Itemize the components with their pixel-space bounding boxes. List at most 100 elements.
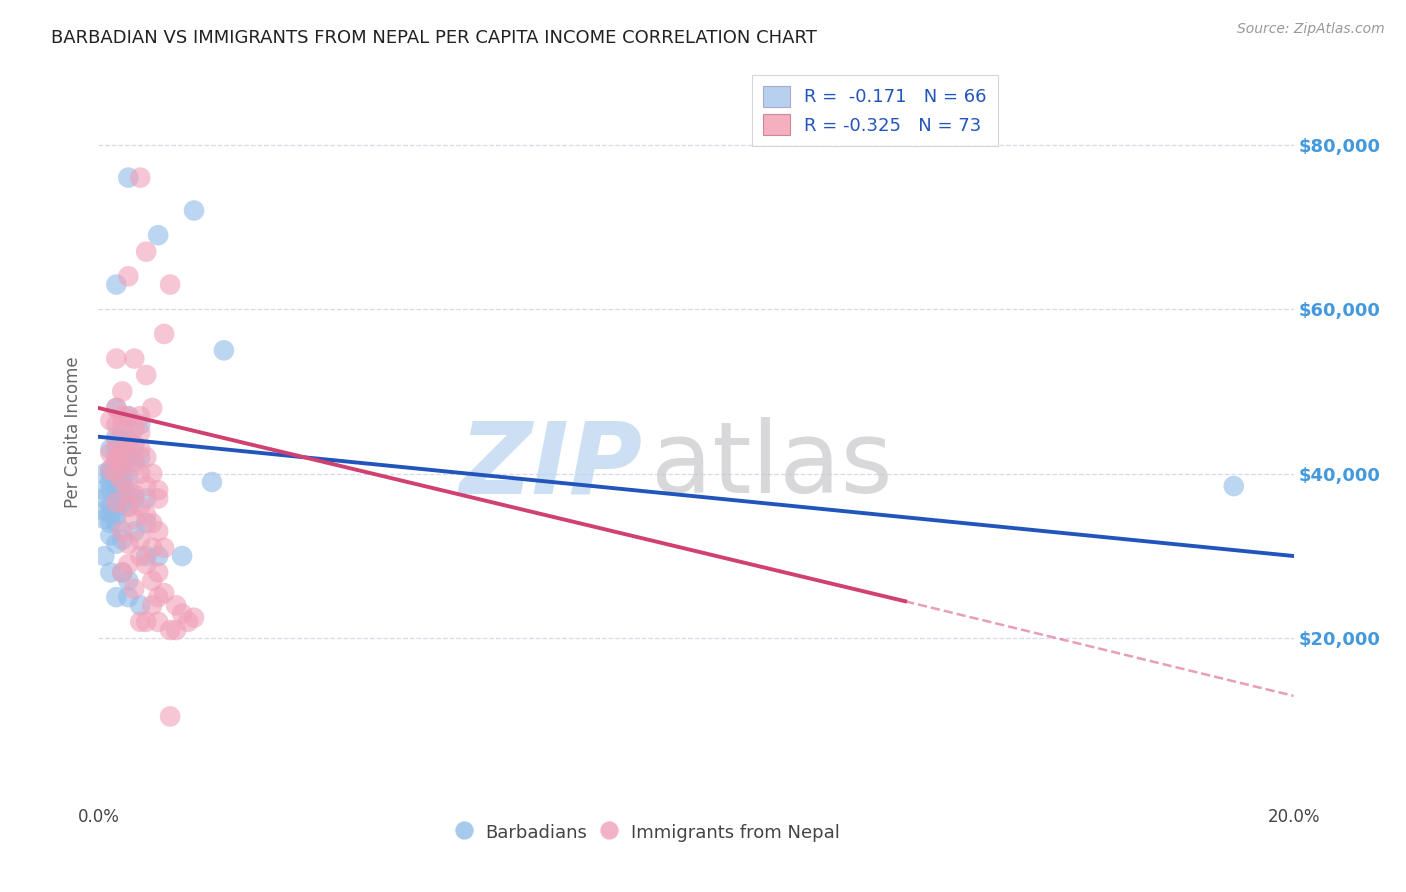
Point (135, 516, 157, 530)
Point (98, 508, 122, 522)
Point (111, 442, 134, 456)
Point (172, 549, 194, 563)
Point (129, 500, 152, 514)
Point (98, 467, 122, 481)
Point (141, 574, 163, 588)
Point (111, 409, 134, 424)
Point (129, 409, 152, 424)
Point (117, 269, 139, 284)
Point (148, 228, 170, 243)
Point (93, 483, 115, 498)
Point (148, 491, 170, 506)
Point (148, 615, 170, 629)
Point (105, 401, 128, 415)
Point (124, 454, 146, 468)
Point (105, 475, 128, 489)
Point (98, 446, 122, 460)
Point (117, 487, 139, 501)
Point (124, 524, 146, 539)
Point (141, 541, 163, 555)
Point (129, 615, 152, 629)
Point (124, 512, 146, 526)
Legend: Barbadians, Immigrants from Nepal: Barbadians, Immigrants from Nepal (450, 815, 846, 849)
Point (111, 425, 134, 440)
Point (129, 417, 152, 432)
Point (129, 442, 152, 456)
Point (117, 434, 139, 448)
Point (135, 244, 157, 259)
Point (93, 549, 115, 563)
Point (105, 351, 128, 366)
Point (153, 541, 176, 555)
Point (117, 536, 139, 550)
Point (135, 549, 157, 563)
Point (183, 203, 205, 218)
Point (105, 467, 128, 481)
Point (159, 623, 181, 637)
Point (129, 599, 152, 613)
Point (148, 549, 170, 563)
Point (105, 495, 128, 509)
Point (117, 450, 139, 465)
Point (105, 434, 128, 448)
Point (111, 471, 134, 485)
Point (98, 566, 122, 580)
Point (105, 500, 128, 514)
Point (124, 351, 146, 366)
Point (129, 170, 152, 185)
Point (141, 401, 163, 415)
Point (212, 343, 235, 358)
Text: BARBADIAN VS IMMIGRANTS FROM NEPAL PER CAPITA INCOME CORRELATION CHART: BARBADIAN VS IMMIGRANTS FROM NEPAL PER C… (51, 29, 817, 47)
Point (148, 590, 170, 604)
Point (172, 607, 194, 621)
Point (111, 479, 134, 493)
Point (117, 500, 139, 514)
Point (111, 384, 134, 399)
Point (117, 574, 139, 588)
Point (165, 623, 187, 637)
Point (105, 417, 128, 432)
Text: atlas: atlas (651, 417, 893, 515)
Point (148, 566, 170, 580)
Point (105, 491, 128, 506)
Point (117, 558, 139, 572)
Point (129, 549, 152, 563)
Point (111, 417, 134, 432)
Point (124, 438, 146, 452)
Point (135, 508, 157, 522)
Point (117, 450, 139, 465)
Point (105, 458, 128, 473)
Point (141, 516, 163, 530)
Point (135, 615, 157, 629)
Point (105, 277, 128, 292)
Text: ZIP: ZIP (460, 417, 643, 515)
Point (183, 610, 205, 624)
Point (111, 483, 134, 498)
Point (98, 462, 122, 476)
Point (93, 467, 115, 481)
Point (98, 516, 122, 530)
Point (105, 479, 128, 493)
Point (153, 326, 176, 341)
Point (1223, 479, 1246, 493)
Point (135, 558, 157, 572)
Point (177, 615, 200, 629)
Point (129, 533, 152, 547)
Point (129, 425, 152, 440)
Point (105, 450, 128, 465)
Point (111, 524, 134, 539)
Point (111, 446, 134, 460)
Point (159, 709, 181, 723)
Point (105, 430, 128, 444)
Point (105, 454, 128, 468)
Point (117, 471, 139, 485)
Point (111, 495, 134, 509)
Text: Source: ZipAtlas.com: Source: ZipAtlas.com (1237, 22, 1385, 37)
Point (105, 401, 128, 415)
Point (111, 533, 134, 547)
Point (124, 487, 146, 501)
Point (124, 491, 146, 506)
Point (141, 599, 163, 613)
Point (117, 483, 139, 498)
Point (98, 462, 122, 476)
